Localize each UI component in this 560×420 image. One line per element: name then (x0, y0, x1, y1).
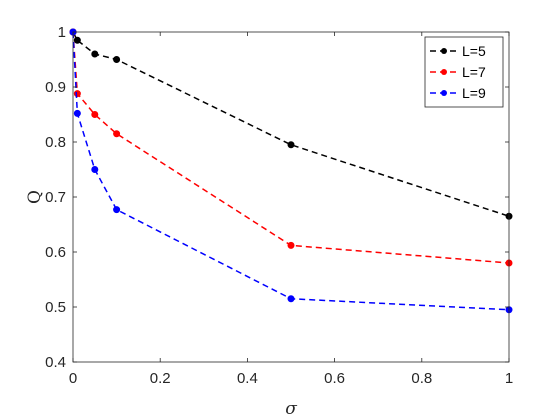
series-line (72, 31, 510, 311)
data-point (73, 36, 81, 44)
data-point (91, 166, 99, 173)
y-tick-label: 0.7 (45, 189, 66, 206)
data-point (287, 241, 295, 249)
legend: L=5 L=7 L=9 (424, 36, 504, 108)
x-axis-label: σ (285, 399, 297, 419)
y-tick-label: 0.4 (45, 354, 66, 371)
data-point (287, 141, 295, 149)
data-point (113, 130, 121, 138)
legend-swatch-marker (441, 69, 447, 75)
legend-item: L=5 (430, 43, 486, 59)
legend-item: L=7 (430, 64, 486, 80)
legend-label: L=5 (462, 43, 486, 59)
x-tick-label: 0.4 (237, 370, 258, 387)
y-tick-label: 1 (58, 24, 66, 41)
x-tick-label: 0.6 (324, 370, 345, 387)
data-point (113, 56, 121, 63)
y-tick-label: 0.8 (45, 134, 66, 151)
x-tick-label: 0.2 (150, 370, 171, 387)
x-tick-label: 0.8 (411, 370, 432, 387)
y-axis-label: Q (25, 190, 45, 204)
legend-swatch-marker (441, 48, 447, 54)
series-layer (69, 28, 513, 314)
x-tick-label: 0 (69, 370, 77, 387)
series-line (72, 31, 510, 264)
data-point (113, 206, 121, 214)
legend-swatch-marker (441, 90, 447, 96)
data-point (91, 50, 99, 58)
data-point (91, 111, 99, 118)
y-tick-label: 0.5 (45, 299, 66, 316)
y-tick-label: 0.9 (45, 79, 66, 96)
legend-box (424, 36, 504, 108)
y-tick-label: 0.6 (45, 244, 66, 261)
data-point (73, 90, 81, 98)
legend-label: L=7 (462, 64, 486, 80)
data-point (73, 109, 81, 117)
legend-label: L=9 (462, 85, 486, 101)
legend-item: L=9 (430, 85, 486, 101)
ticks-layer: 0 0.2 0.4 0.6 0.8 1 0.4 0.5 0.6 0.7 0.8 0.9 1 (45, 24, 513, 387)
x-tick-label: 1 (505, 370, 513, 387)
data-point (287, 295, 295, 303)
series-line (72, 31, 510, 217)
